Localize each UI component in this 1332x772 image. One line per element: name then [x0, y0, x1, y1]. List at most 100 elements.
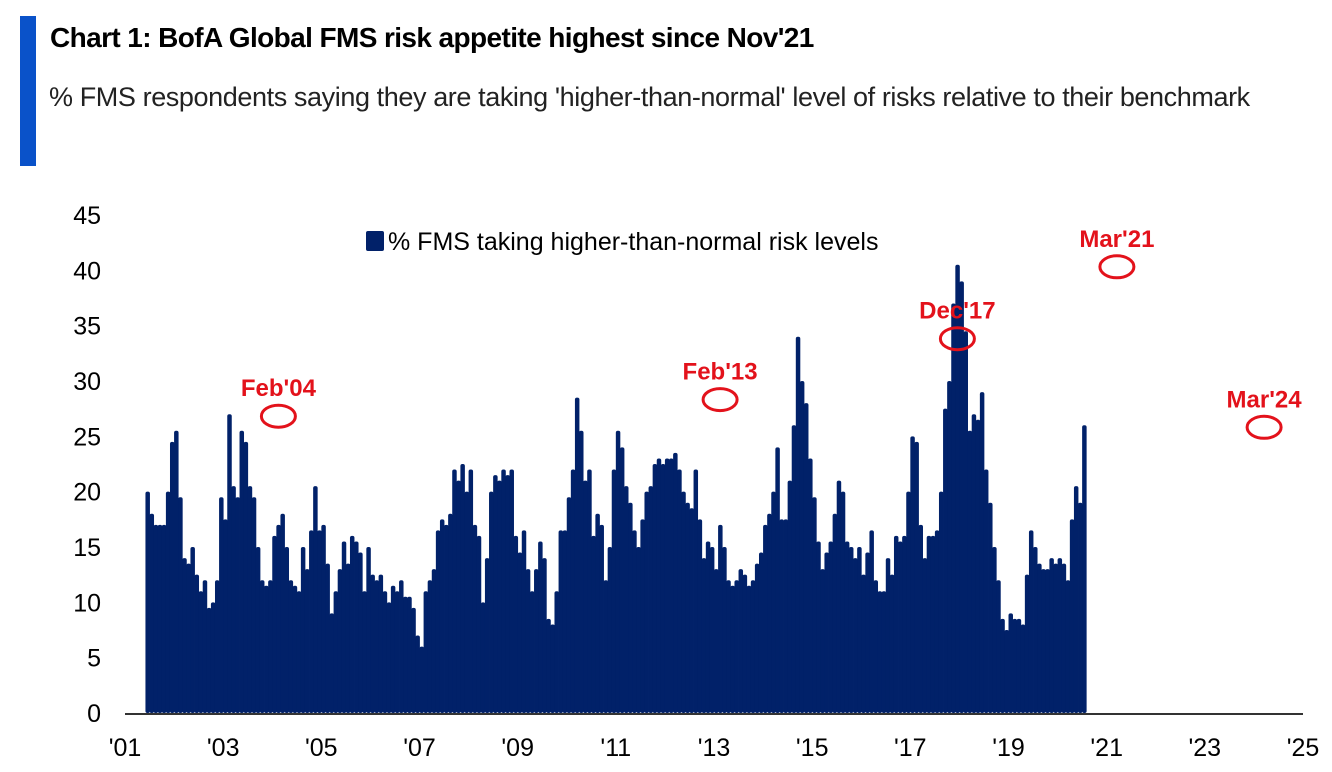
bar — [554, 591, 559, 713]
bar — [902, 535, 907, 713]
bar — [374, 580, 379, 713]
bar — [857, 547, 862, 713]
x-tick-label: '13 — [698, 734, 731, 762]
y-tick-label: 20 — [73, 479, 101, 507]
bar — [730, 585, 735, 713]
bar — [1057, 558, 1063, 713]
bar — [754, 563, 760, 713]
bar — [239, 430, 245, 713]
bar — [390, 585, 396, 713]
bar — [325, 563, 330, 713]
legend-swatch — [366, 231, 384, 251]
bar — [607, 547, 613, 713]
bar — [820, 569, 825, 713]
bar — [448, 513, 453, 713]
bar — [521, 530, 527, 713]
bar — [767, 513, 772, 713]
bar — [517, 552, 523, 713]
bars-group — [145, 264, 1087, 713]
bar — [1028, 530, 1034, 713]
bar — [803, 403, 809, 713]
bar — [758, 552, 764, 713]
bar — [292, 585, 298, 713]
bar — [799, 381, 805, 713]
bar — [898, 541, 903, 713]
bar — [971, 414, 977, 713]
bar — [145, 491, 150, 713]
bar — [435, 530, 441, 713]
bar — [206, 607, 212, 713]
bar — [362, 591, 367, 713]
bar — [611, 469, 617, 713]
bar — [476, 535, 482, 713]
bar — [296, 591, 302, 713]
bar — [963, 331, 968, 713]
bar — [493, 475, 498, 713]
bar — [881, 591, 887, 713]
y-tick-label: 10 — [73, 589, 101, 617]
bar — [1053, 563, 1058, 713]
y-tick-label: 25 — [73, 423, 101, 451]
annotation-circle — [1245, 414, 1283, 440]
bar — [386, 602, 392, 713]
bar — [223, 519, 228, 713]
bar — [284, 547, 290, 713]
bar — [979, 392, 985, 713]
bar — [186, 563, 191, 713]
bar — [198, 591, 204, 713]
bar — [542, 558, 547, 713]
bar — [1078, 502, 1083, 713]
annotation-label: Feb'13 — [683, 359, 758, 386]
chart-subtitle: % FMS respondents saying they are taking… — [49, 82, 1250, 112]
title-accent-bar — [20, 16, 36, 166]
bar — [333, 591, 339, 713]
bar — [656, 458, 662, 713]
bar — [574, 397, 580, 713]
bar — [726, 580, 731, 713]
annotation-label: Dec'17 — [919, 298, 995, 325]
annotation-label: Mar'21 — [1079, 226, 1154, 253]
x-tick-label: '21 — [1090, 734, 1123, 762]
bar — [861, 574, 866, 713]
bar — [1008, 613, 1013, 713]
y-tick-label: 30 — [73, 368, 101, 396]
bar — [460, 464, 465, 713]
bar — [1037, 563, 1042, 713]
x-tick-label: '11 — [600, 734, 631, 762]
bar — [403, 596, 408, 713]
bar — [1041, 569, 1046, 713]
bar — [828, 541, 834, 713]
bar — [570, 469, 576, 713]
bar — [660, 464, 666, 713]
bar — [427, 580, 433, 713]
bar — [579, 430, 584, 713]
bar — [169, 441, 175, 713]
annotations-group: Feb'04 Feb'13 Dec'17 Mar'21 Mar'24 — [241, 226, 1302, 440]
bar — [848, 547, 854, 713]
bar — [926, 535, 932, 713]
bar — [938, 491, 944, 713]
bar — [349, 535, 355, 713]
bar — [190, 547, 195, 713]
bar — [836, 480, 842, 713]
bar — [619, 447, 625, 713]
bar — [525, 569, 531, 713]
bar — [742, 574, 748, 713]
bar — [1020, 624, 1026, 713]
bar — [529, 591, 535, 713]
y-tick-label: 15 — [73, 534, 101, 562]
x-tick-label: '17 — [894, 734, 927, 762]
bar — [587, 469, 592, 713]
bar — [464, 491, 469, 713]
bar — [304, 569, 310, 713]
bar — [247, 486, 253, 713]
bar — [865, 552, 870, 713]
bar — [771, 491, 776, 713]
bar — [914, 441, 919, 713]
bar — [701, 558, 707, 713]
bar — [268, 580, 273, 713]
bar — [161, 524, 167, 713]
bar — [313, 486, 318, 713]
x-tick-label: '23 — [1189, 734, 1222, 762]
bar — [624, 486, 629, 713]
